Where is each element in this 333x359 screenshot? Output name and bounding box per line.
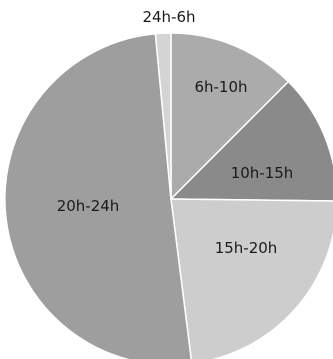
pie-slice-20h-24h [4,32,192,359]
slice-label-10h-15h: 10h-15h [231,164,294,182]
pie-slice-24h-6h [154,32,172,200]
slice-label-24h-6h: 24h-6h [142,8,195,26]
pie-labels: 6h-10h 10h-15h 15h-20h 20h-24h 24h-6h [57,8,294,257]
slice-label-6h-10h: 6h-10h [194,78,247,96]
slice-label-20h-24h: 20h-24h [57,197,120,215]
pie-slice-6h-10h [170,32,290,200]
pie-slice-15h-20h [170,198,333,359]
pie-slices [4,32,333,359]
slice-label-15h-20h: 15h-20h [215,239,278,257]
pie-slice-10h-15h [170,80,333,202]
